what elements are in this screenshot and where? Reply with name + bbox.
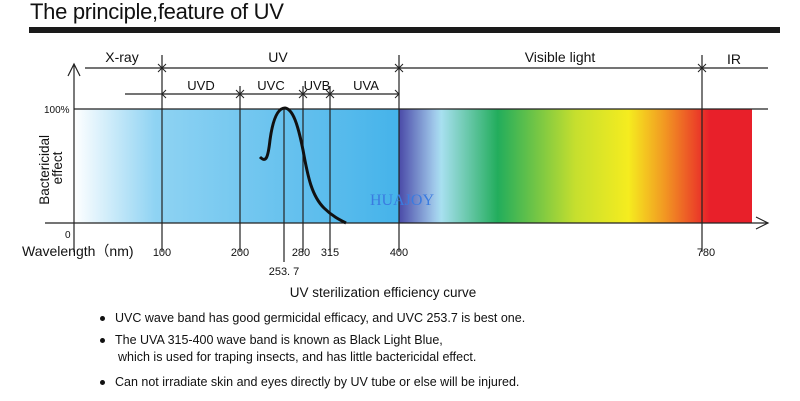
x-tick-315: 315 bbox=[321, 247, 339, 259]
x-tick-280: 280 bbox=[292, 247, 310, 259]
x-axis-arrow-icon bbox=[755, 216, 770, 230]
band-label-uva: UVA bbox=[353, 78, 379, 93]
title-underline-bar bbox=[29, 27, 780, 33]
band-label-ir: IR bbox=[727, 51, 741, 67]
band-markers bbox=[157, 63, 707, 99]
bullet-text: Can not irradiate skin and eyes directly… bbox=[115, 375, 520, 389]
bullet-text: The UVA 315-400 wave band is known as Bl… bbox=[115, 333, 443, 347]
band-label-uvb: UVB bbox=[304, 78, 331, 93]
visible-band-fill bbox=[399, 109, 752, 223]
band-label-xray: X-ray bbox=[105, 49, 138, 65]
bullet-item: UVC wave band has good germicidal effica… bbox=[100, 311, 525, 325]
band-label-uvd: UVD bbox=[187, 78, 214, 93]
y-tick-100: 100% bbox=[44, 105, 70, 116]
bullet-item: Can not irradiate skin and eyes directly… bbox=[100, 375, 519, 389]
bullet-icon bbox=[100, 316, 105, 322]
y-tick-0: 0 bbox=[65, 230, 71, 241]
x-tick-780: 780 bbox=[697, 247, 715, 259]
page-title: The principle,feature of UV bbox=[30, 0, 284, 24]
bullet-text-continuation: which is used for traping insects, and h… bbox=[118, 350, 477, 364]
x-tick-400: 400 bbox=[390, 247, 408, 259]
uv-band-fill bbox=[74, 109, 399, 223]
x-tick-200: 200 bbox=[231, 247, 249, 259]
band-label-uv: UV bbox=[268, 49, 288, 65]
y-axis-label: Bactericidal effect bbox=[37, 131, 65, 205]
watermark: HUAJOY bbox=[370, 192, 434, 209]
efficiency-curve bbox=[258, 106, 347, 225]
bullet-icon bbox=[100, 380, 105, 386]
x-tick-253-7: 253. 7 bbox=[269, 266, 300, 278]
bullet-item: The UVA 315-400 wave band is known as Bl… bbox=[100, 333, 443, 347]
y-axis-arrow-icon bbox=[67, 62, 81, 77]
band-label-uvc: UVC bbox=[257, 78, 284, 93]
band-label-visible: Visible light bbox=[525, 49, 596, 65]
bullet-icon bbox=[100, 338, 105, 344]
x-axis-label: Wavelength（nm) bbox=[22, 243, 134, 259]
x-tick-100: 100 bbox=[153, 247, 171, 259]
diagram-caption: UV sterilization efficiency curve bbox=[290, 285, 477, 300]
bullet-text: UVC wave band has good germicidal effica… bbox=[115, 311, 526, 325]
